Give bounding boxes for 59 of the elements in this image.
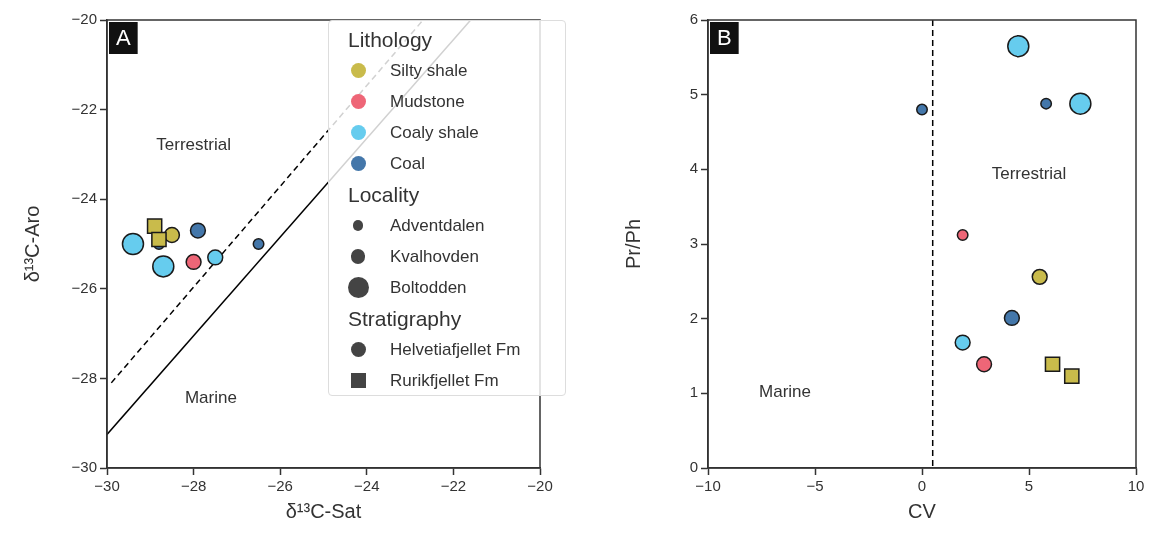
y-tick-label: 0	[689, 458, 698, 476]
annotation: Locality	[347, 181, 421, 208]
x-tick-label: 10	[1127, 477, 1145, 495]
annotation: Marine	[759, 381, 812, 401]
point	[916, 103, 928, 116]
point	[152, 255, 175, 278]
x-tick-label: −30	[94, 477, 120, 495]
chart-title: A	[116, 25, 131, 51]
point	[1007, 34, 1030, 58]
legend-title: Lithology	[347, 26, 434, 53]
y-axis-title: δ¹³C-Aro	[20, 205, 43, 283]
legend-label: Mudstone	[390, 91, 465, 112]
annotation: Helvetiafjellet Fm	[390, 339, 521, 360]
x-tick-label: −22	[440, 477, 467, 495]
x-tick-label: 5	[1024, 477, 1034, 495]
y-tick-label: 6	[689, 10, 698, 28]
annotation: Boltodden	[390, 277, 467, 298]
y-tick-label: −24	[71, 189, 97, 207]
annotation: Terrestrial	[156, 135, 231, 155]
annotation: Stratigraphy	[347, 305, 463, 332]
x-axis-title: CV	[908, 499, 937, 522]
x-tick-label: 0	[917, 477, 927, 495]
y-tick-label: −20	[71, 10, 97, 28]
x-tick-label: −28	[180, 477, 207, 495]
point	[121, 232, 145, 256]
annotation: Terrestrial	[991, 164, 1067, 184]
point	[1063, 368, 1080, 384]
annotation: Kvalhovden	[390, 246, 479, 267]
point	[1031, 268, 1048, 286]
annotation: Marine	[184, 388, 237, 408]
x-tick-label: −24	[354, 477, 380, 495]
legend-label: Coaly shale	[390, 122, 479, 143]
x-tick-label: −10	[695, 477, 721, 495]
x-tick-label: −26	[267, 477, 293, 495]
y-tick-label: −28	[71, 368, 97, 386]
x-axis-title: δ¹³C-Sat	[285, 499, 362, 522]
y-tick-label: −30	[71, 458, 97, 476]
point	[252, 238, 265, 250]
x-tick-label: −20	[527, 477, 553, 495]
point	[146, 218, 163, 234]
point	[1069, 92, 1092, 115]
y-tick-label: 5	[689, 84, 698, 102]
point	[1044, 356, 1061, 373]
point	[151, 231, 167, 248]
annotation: Adventdalen	[390, 215, 485, 236]
y-axis-title: Pr/Ph	[621, 218, 644, 270]
y-tick-label: 4	[689, 159, 698, 177]
legend-label: Coal	[390, 153, 425, 174]
chart-title: B	[717, 25, 732, 51]
legend-label: Silty shale	[390, 60, 468, 81]
y-tick-label: −22	[71, 99, 97, 117]
point	[1040, 97, 1053, 110]
y-tick-label: −26	[71, 278, 97, 296]
y-tick-label: 3	[689, 234, 698, 252]
x-tick-label: −5	[806, 477, 824, 495]
point	[185, 253, 202, 271]
y-tick-label: 1	[689, 383, 698, 401]
y-tick-label: 2	[689, 308, 698, 326]
annotation: Rurikfjellet Fm	[390, 370, 499, 391]
